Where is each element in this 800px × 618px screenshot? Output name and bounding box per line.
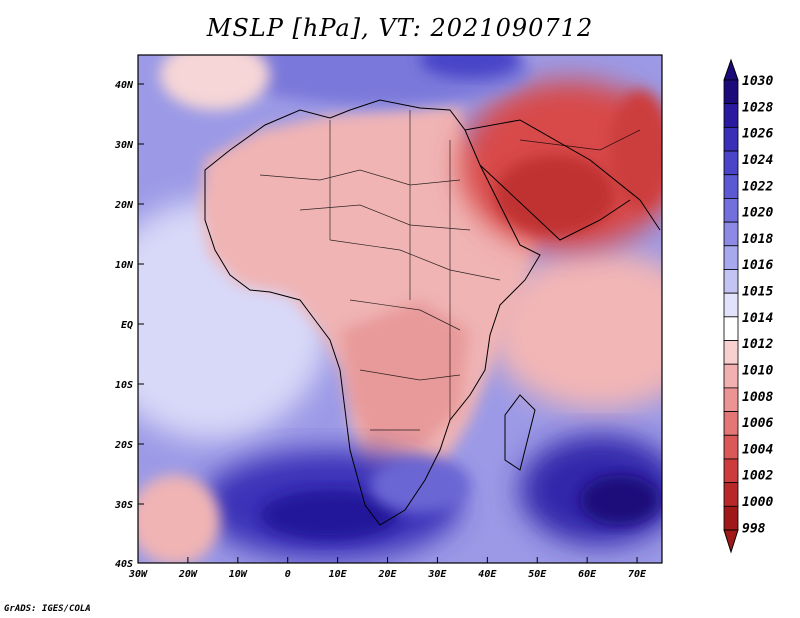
colorbar-swatch [723,126,739,152]
colorbar-swatch [723,434,739,460]
colorbar-swatch [723,150,739,176]
colorbar-label: 1000 [742,495,773,510]
colorbar-swatch [723,340,739,365]
grads-credit: GrADS: IGES/COLA [4,604,91,614]
y-tick-label: 40S [115,559,133,570]
y-tick-label: EQ [121,320,133,331]
colorbar-label: 1030 [742,74,773,89]
map-title: MSLP [hPa], VT: 2021090712 [206,14,594,42]
colorbar-swatch [723,221,739,247]
colorbar-swatch [723,482,739,507]
x-tick-label: 50E [528,569,547,580]
x-tick-label: 70E [628,569,647,580]
y-tick-label: 40N [115,80,134,91]
y-tick-label: 10S [115,380,133,391]
pressure-field [138,55,662,563]
colorbar-label: 1026 [742,127,773,142]
colorbar-label: 1022 [742,179,773,194]
y-tick-label: 30S [114,500,133,511]
x-tick-label: 40E [478,569,497,580]
colorbar-label: 1002 [742,469,773,484]
x-tick-label: 10W [229,569,248,580]
colorbar-label: 1020 [742,206,773,221]
y-tick-label: 20N [114,200,134,211]
x-tick-label: 30E [427,569,447,580]
colorbar-swatch [723,458,739,484]
colorbar: 1030 1028 1026 1024 1022 1020 1018 1016 1015 1014… [723,58,773,554]
colorbar-label: 1028 [742,100,773,115]
x-tick-label: 60E [578,569,597,580]
y-axis-labels: 40N 30N 20N 10N EQ 10S 20S 30S 40S [114,80,134,570]
colorbar-label: 1006 [742,416,773,431]
colorbar-label: 1015 [742,285,773,300]
colorbar-swatch [723,316,739,341]
colorbar-label: 998 [742,521,766,536]
axis-ticks [137,83,638,564]
y-tick-label: 20S [114,440,133,451]
colorbar-swatch [723,79,739,105]
colorbar-swatch [723,103,739,128]
colorbar-label: 1008 [742,390,773,405]
colorbar-swatch [723,292,739,318]
colorbar-swatch [723,174,739,199]
colorbar-swatch [723,387,739,412]
plot-frame [137,54,663,564]
colorbar-label: 1010 [742,363,773,378]
x-tick-label: 0 [285,569,291,580]
y-tick-label: 10N [115,260,134,271]
colorbar-swatch [723,363,739,389]
x-tick-label: 10E [329,569,348,580]
x-tick-label: 30W [128,569,148,580]
colorbar-label: 1012 [742,337,773,352]
colorbar-swatch [723,411,739,436]
colorbar-swatch [723,269,739,294]
colorbar-label: 1018 [742,232,773,247]
coastlines [204,99,661,526]
colorbar-top-arrow [723,58,739,81]
colorbar-label: 1004 [742,442,773,457]
x-tick-label: 20E [377,569,397,580]
colorbar-bottom-arrow [723,529,739,554]
x-axis-labels: 30W 20W 10W 0 10E 20E 30E 40E 50E 60E 70E [128,569,647,580]
colorbar-swatch [723,245,739,270]
colorbar-label: 1024 [742,153,773,168]
colorbar-swatch [723,198,739,223]
x-tick-label: 20W [178,569,198,580]
colorbar-label: 1016 [742,258,773,273]
colorbar-label: 1014 [742,311,773,326]
y-tick-label: 30N [114,140,134,151]
colorbar-swatch [723,505,739,531]
country-borders [259,110,641,431]
